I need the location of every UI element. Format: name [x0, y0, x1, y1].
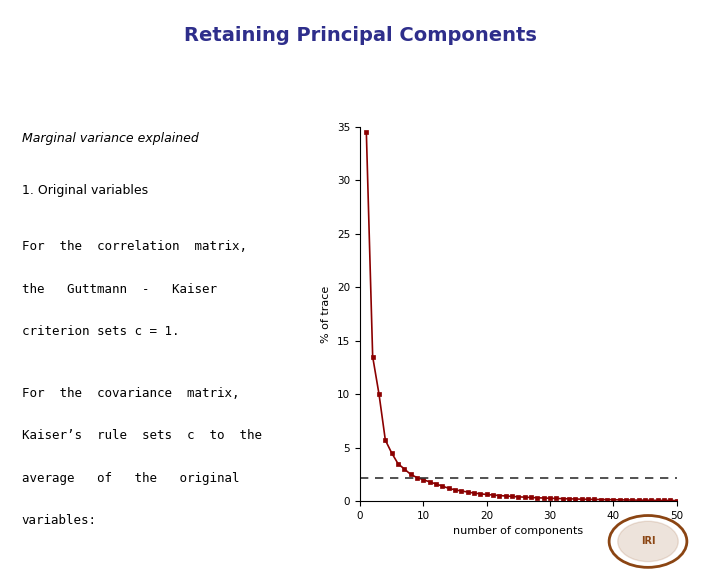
Text: Marginal variance explained: Marginal variance explained [22, 131, 198, 145]
Text: For  the  correlation  matrix,: For the correlation matrix, [22, 240, 246, 253]
Text: the   Guttmann  -   Kaiser: the Guttmann - Kaiser [22, 283, 217, 295]
Text: Retaining Principal Components: Retaining Principal Components [184, 26, 536, 45]
Text: Kaiser’s  rule  sets  c  to  the: Kaiser’s rule sets c to the [22, 429, 261, 442]
Circle shape [618, 521, 678, 562]
Text: For  the  covariance  matrix,: For the covariance matrix, [22, 386, 239, 400]
Y-axis label: % of trace: % of trace [321, 285, 331, 343]
Text: criterion sets c = 1.: criterion sets c = 1. [22, 325, 179, 338]
Text: IRI: IRI [641, 536, 655, 547]
Text: average   of   the   original: average of the original [22, 472, 239, 484]
X-axis label: number of components: number of components [454, 526, 583, 536]
Text: variables:: variables: [22, 514, 96, 527]
Text: 1. Original variables: 1. Original variables [22, 184, 148, 196]
